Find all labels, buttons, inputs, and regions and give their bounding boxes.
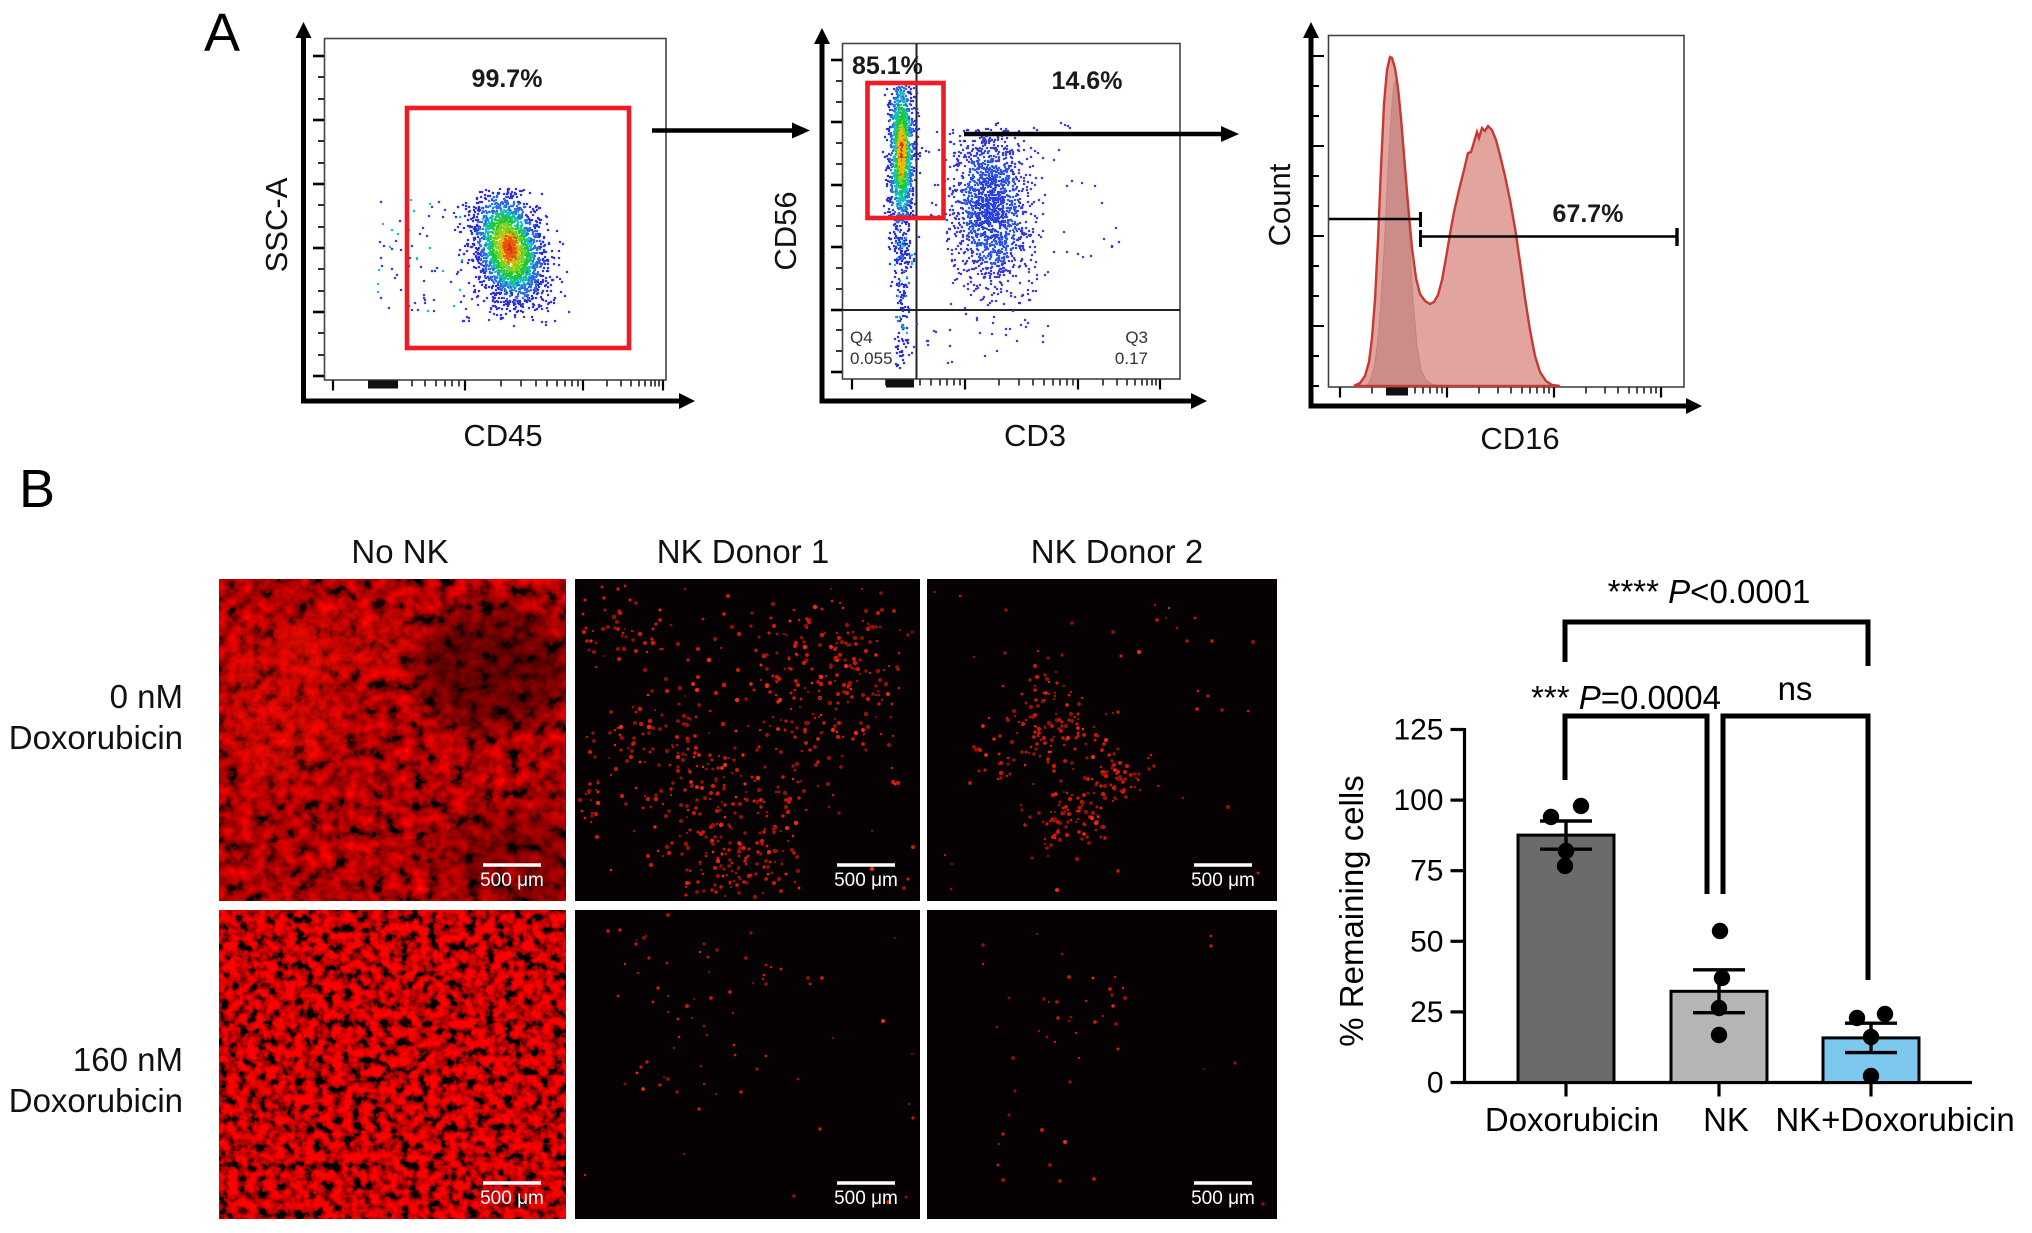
- svg-text:CD45: CD45: [463, 418, 542, 453]
- svg-text:A: A: [204, 3, 240, 63]
- svg-text:SSC-A: SSC-A: [259, 177, 294, 272]
- svg-text:99.7%: 99.7%: [472, 65, 543, 93]
